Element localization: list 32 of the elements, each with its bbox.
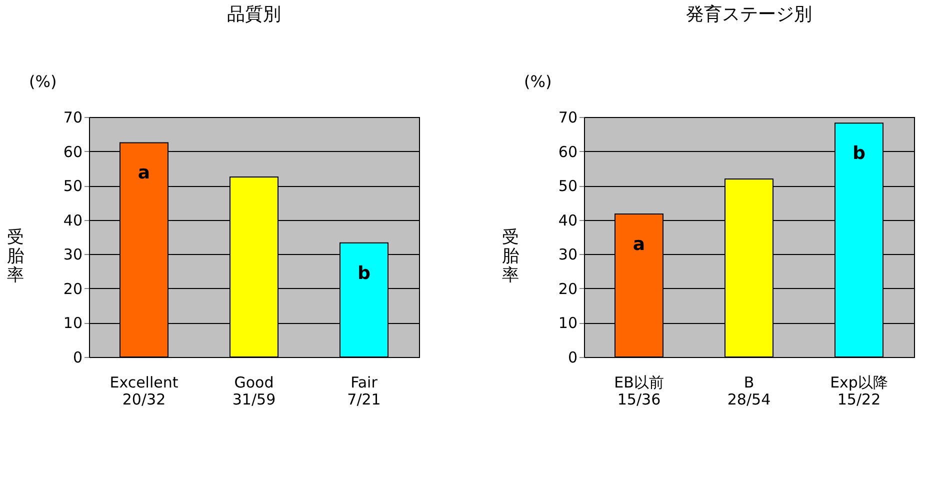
y-tick-label: 40	[558, 211, 578, 230]
data-label: a	[632, 234, 646, 256]
text: (%)	[29, 72, 57, 91]
chart-title: 品質別	[227, 4, 281, 25]
data-label: a	[138, 162, 150, 184]
y-tick-label: 30	[63, 246, 82, 264]
chart-title: 発育ステージ別	[686, 4, 812, 25]
y-tick-label: 50	[63, 177, 82, 196]
data-label: b	[852, 143, 866, 164]
y-tick-label: 70	[558, 108, 578, 126]
x-tick-label: EB以前 15/36	[614, 374, 664, 408]
y-tick-label: 10	[63, 314, 82, 332]
x-tick-label: Good 31/59	[232, 374, 276, 408]
y-tick-label: 20	[558, 280, 578, 298]
data-label: b	[358, 262, 371, 284]
y-tick-label: 40	[63, 211, 82, 230]
text: (%)	[524, 72, 552, 91]
y-axis-title: 受胎率	[502, 228, 519, 286]
y-tick-label: 20	[63, 280, 82, 298]
x-tick-label: B 28/54	[727, 374, 771, 408]
y-tick-label: 0	[568, 348, 578, 366]
y-tick-label: 60	[558, 142, 578, 161]
y-tick-label: 10	[558, 314, 578, 332]
y-tick-label: 60	[63, 142, 82, 161]
y-tick-label: 70	[63, 108, 82, 126]
y-tick-label: 50	[558, 177, 578, 196]
x-tick-label: Fair 7/21	[347, 374, 381, 408]
y-tick-label: 0	[72, 348, 82, 366]
y-axis-title: 受胎率	[6, 228, 24, 286]
x-tick-label: Excellent 20/32	[110, 374, 178, 408]
y-tick-label: 30	[558, 246, 578, 264]
x-tick-label: Exp以降 15/22	[830, 374, 888, 408]
